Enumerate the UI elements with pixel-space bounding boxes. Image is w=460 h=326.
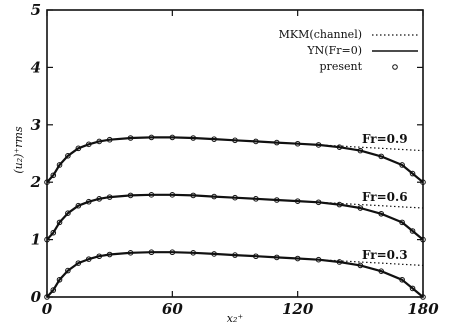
annotation-fr-03: Fr=0.3 [362, 248, 408, 262]
data-point-present-2-9 [148, 249, 155, 256]
data-point-present-1-12 [211, 193, 217, 200]
data-point-present-0-16 [294, 140, 301, 147]
data-point-present-2-22 [409, 285, 416, 292]
data-point-present-2-8 [127, 250, 134, 256]
data-point-present-0-3 [65, 152, 71, 159]
data-point-present-0-14 [253, 138, 259, 145]
data-point-present-1-6 [96, 196, 103, 202]
data-point-present-2-1 [50, 287, 57, 293]
y-tick-label: 5 [31, 1, 41, 19]
data-point-present-1-2 [56, 219, 63, 226]
x-tick-label: 0 [42, 300, 53, 318]
data-point-present-0-10 [169, 134, 176, 141]
series-line-mkm-channel-0 [46, 136, 424, 183]
data-point-present-1-4 [75, 202, 82, 209]
data-point-present-2-20 [378, 268, 385, 274]
data-point-present-2-6 [96, 253, 103, 260]
legend-label-yn: YN(Fr=0) [306, 44, 362, 57]
series-line-mkm-channel-2 [46, 251, 424, 298]
data-point-present-0-4 [75, 145, 82, 152]
data-point-present-2-5 [85, 256, 92, 262]
data-point-present-1-16 [294, 198, 301, 204]
x-axis-label: x₂⁺ [227, 312, 244, 325]
data-point-present-0-13 [232, 137, 238, 144]
x-tick-label: 120 [282, 300, 314, 318]
series-line-mkm-channel-1 [46, 194, 424, 241]
data-point-present-0-19 [357, 147, 364, 154]
y-tick-label: 0 [31, 288, 42, 306]
y-tick-label: 3 [31, 116, 41, 134]
data-point-present-0-20 [378, 153, 385, 160]
data-point-present-0-15 [273, 139, 280, 146]
data-point-present-0-2 [56, 162, 63, 168]
data-point-present-1-7 [106, 194, 113, 200]
plot-area [44, 134, 426, 300]
data-point-present-2-7 [106, 251, 113, 258]
data-point-present-2-21 [399, 276, 405, 283]
data-point-present-1-14 [253, 196, 259, 202]
legend: MKM(channel) YN(Fr=0) present [279, 28, 418, 73]
data-point-present-2-3 [65, 267, 71, 274]
data-point-present-0-8 [127, 135, 134, 141]
data-point-present-2-17 [315, 256, 322, 263]
data-point-present-1-19 [357, 205, 364, 211]
data-point-present-0-21 [399, 162, 405, 168]
legend-swatch-present [392, 64, 398, 70]
data-point-present-2-13 [232, 252, 238, 258]
data-point-present-1-18 [336, 201, 343, 208]
data-point-present-1-17 [315, 199, 322, 206]
data-point-present-1-9 [148, 192, 155, 198]
data-point-present-1-3 [65, 210, 71, 216]
data-point-present-2-11 [190, 250, 197, 256]
y-tick-label: 1 [31, 231, 41, 249]
data-point-present-2-19 [357, 262, 364, 269]
data-point-present-1-5 [85, 198, 92, 205]
legend-label-present: present [320, 60, 363, 73]
data-point-present-1-20 [378, 210, 385, 217]
data-point-present-1-1 [50, 229, 57, 236]
y-axis-label: (u₂)⁺rms [12, 126, 25, 174]
data-point-present-0-17 [315, 142, 322, 148]
data-point-present-0-6 [96, 138, 103, 145]
legend-label-mkm: MKM(channel) [279, 28, 362, 41]
data-point-present-1-22 [409, 228, 416, 234]
data-point-present-1-15 [273, 197, 280, 203]
data-point-present-1-8 [127, 192, 134, 199]
data-point-present-1-13 [232, 194, 238, 201]
data-point-present-2-15 [273, 254, 280, 261]
y-tick-label: 2 [30, 173, 41, 191]
data-point-present-0-9 [148, 134, 155, 141]
x-tick-label: 60 [162, 300, 183, 318]
x-tick-label: 180 [407, 300, 439, 318]
annotation-fr-09: Fr=0.9 [362, 132, 408, 146]
data-point-present-2-16 [294, 255, 301, 262]
data-point-present-0-1 [50, 172, 57, 179]
y-tick-label: 4 [31, 58, 41, 76]
data-point-present-0-22 [409, 170, 416, 177]
data-point-present-1-21 [399, 219, 405, 226]
data-point-present-1-10 [169, 192, 176, 198]
data-point-present-0-11 [190, 135, 197, 141]
data-point-present-2-2 [56, 276, 63, 283]
data-point-present-1-11 [190, 192, 197, 199]
data-point-present-0-18 [336, 144, 343, 150]
data-point-present-2-4 [75, 260, 82, 266]
data-point-present-0-7 [106, 136, 113, 143]
plot-frame [46, 9, 424, 298]
data-point-present-2-12 [211, 251, 217, 257]
annotation-fr-06: Fr=0.6 [362, 190, 408, 204]
data-point-present-2-18 [336, 259, 343, 265]
data-point-present-2-14 [253, 253, 259, 260]
data-point-present-0-5 [85, 141, 92, 148]
data-point-present-2-10 [169, 249, 176, 256]
data-point-present-0-12 [211, 136, 217, 142]
axis-ticks: 0 60 120 180 0 1 2 3 4 5 [30, 1, 440, 318]
